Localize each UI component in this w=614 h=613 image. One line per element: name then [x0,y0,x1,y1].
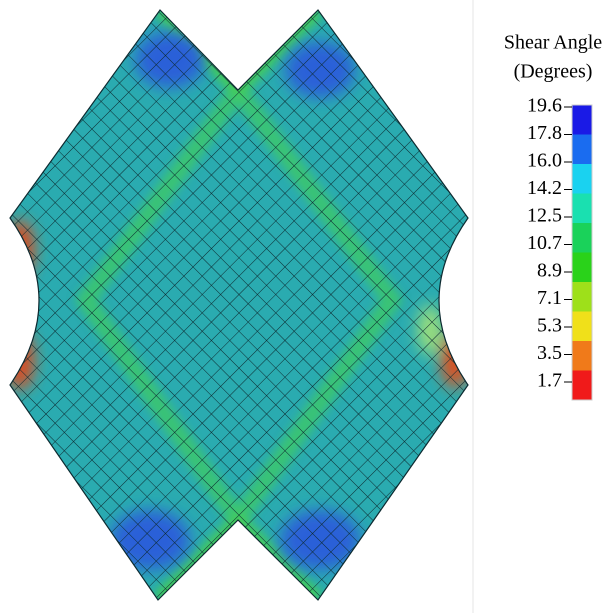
colorbar-segment [572,312,592,342]
specimen [0,0,480,613]
legend: Shear Angle (Degrees) 19.6 17.8 16.0 14.2 12… [504,32,602,401]
colorbar-segment [572,341,592,371]
colorbar-segment [572,223,592,253]
colorbar-segment [572,135,592,165]
colorbar-segment [572,371,592,401]
tick-label: 3.5 [537,342,562,364]
colorbar-segment [572,194,592,224]
tick-label: 14.2 [527,177,562,199]
tick-label: 17.8 [527,122,562,144]
tick-label: 12.5 [527,205,562,227]
colorbar-segment [572,282,592,312]
colorbar-segment [572,253,592,283]
tick-label: 8.9 [537,260,562,282]
tick-label: 19.6 [527,95,562,117]
colorbar-segment [572,164,592,194]
colorbar-segment [572,105,592,135]
figure: Shear Angle (Degrees) 19.6 17.8 16.0 14.2 12… [0,0,614,613]
legend-title: (Degrees) [514,61,593,83]
tick-label: 7.1 [537,287,562,309]
tick-label: 10.7 [527,232,562,254]
tick-label: 5.3 [537,315,562,337]
tick-label: 16.0 [527,150,562,172]
legend-title: Shear Angle [504,32,602,54]
tick-label: 1.7 [537,370,562,392]
